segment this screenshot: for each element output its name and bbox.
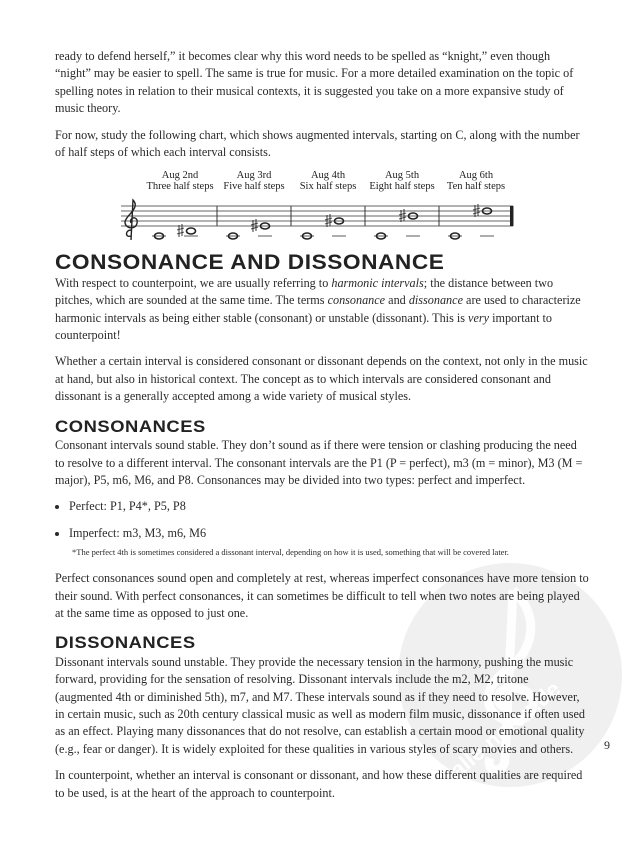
text: important to counterpoint! <box>55 310 552 343</box>
interval-name: Aug 3rd <box>237 170 272 181</box>
sharp <box>250 219 259 233</box>
paragraph: Consonant intervals sound stable. They d… <box>55 438 583 487</box>
text: With respect to counterpoint, we are usu… <box>55 275 332 290</box>
content: ready to defend herself,” it becomes cle… <box>55 48 589 811</box>
watermark-graphic: alle-noten.de <box>398 563 622 787</box>
page-number: 9 <box>604 738 610 752</box>
note <box>185 227 197 236</box>
sharp <box>472 204 481 218</box>
interval-steps: Six half steps <box>300 181 357 192</box>
text: harmonic intervals <box>331 275 424 290</box>
paragraph: Dissonant intervals sound unstable. They… <box>55 654 586 756</box>
sharp <box>398 209 407 223</box>
section-heading: CONSONANCE AND DISSONANCE <box>55 251 445 275</box>
subheading: CONSONANCES <box>55 416 206 436</box>
interval-steps: Ten half steps <box>447 181 505 192</box>
interval-steps: Five half steps <box>223 181 284 192</box>
text: dissonance <box>408 293 463 308</box>
interval-steps: Three half steps <box>146 181 213 192</box>
note <box>375 232 387 241</box>
sharp <box>324 214 333 228</box>
sharp <box>176 224 185 238</box>
note <box>153 232 165 241</box>
bullet: Perfect: P1, P4*, P5, P8 <box>69 498 589 515</box>
paragraph: For now, study the following chart, whic… <box>55 127 580 160</box>
interval-name: Aug 6th <box>459 170 494 181</box>
note <box>227 232 239 241</box>
note <box>301 232 313 241</box>
text: very <box>468 310 490 325</box>
interval-name: Aug 2nd <box>162 170 199 181</box>
paragraph: ready to defend herself,” it becomes cle… <box>55 49 574 116</box>
paragraph: In counterpoint, whether an interval is … <box>55 768 583 800</box>
bullet-list: Perfect: P1, P4*, P5, P8 Imperfect: m3, … <box>55 498 589 542</box>
note <box>481 207 493 216</box>
text: ; the distance between two pitches, whic… <box>55 275 554 308</box>
note <box>449 232 461 241</box>
note <box>333 217 345 226</box>
footnote: *The perfect 4th is sometimes considered… <box>72 547 509 558</box>
paragraph: Whether a certain interval is considered… <box>55 354 588 404</box>
paragraph: Perfect consonances sound open and compl… <box>55 571 589 620</box>
bullet: Imperfect: m3, M3, m6, M6 <box>69 525 589 542</box>
interval-steps: Eight half steps <box>369 181 434 192</box>
paragraph: With respect to counterpoint, we are usu… <box>55 275 589 345</box>
interval-name: Aug 5th <box>385 170 420 181</box>
treble-clef <box>124 198 138 241</box>
note <box>407 212 419 221</box>
watermark: alle-noten.de <box>395 560 625 790</box>
interval-name: Aug 4th <box>311 170 346 181</box>
text: consonance <box>327 293 386 308</box>
text: are used to characterize harmonic interv… <box>55 293 581 325</box>
note <box>259 222 271 231</box>
subheading: DISSONANCES <box>55 633 196 653</box>
text: and <box>385 293 409 308</box>
